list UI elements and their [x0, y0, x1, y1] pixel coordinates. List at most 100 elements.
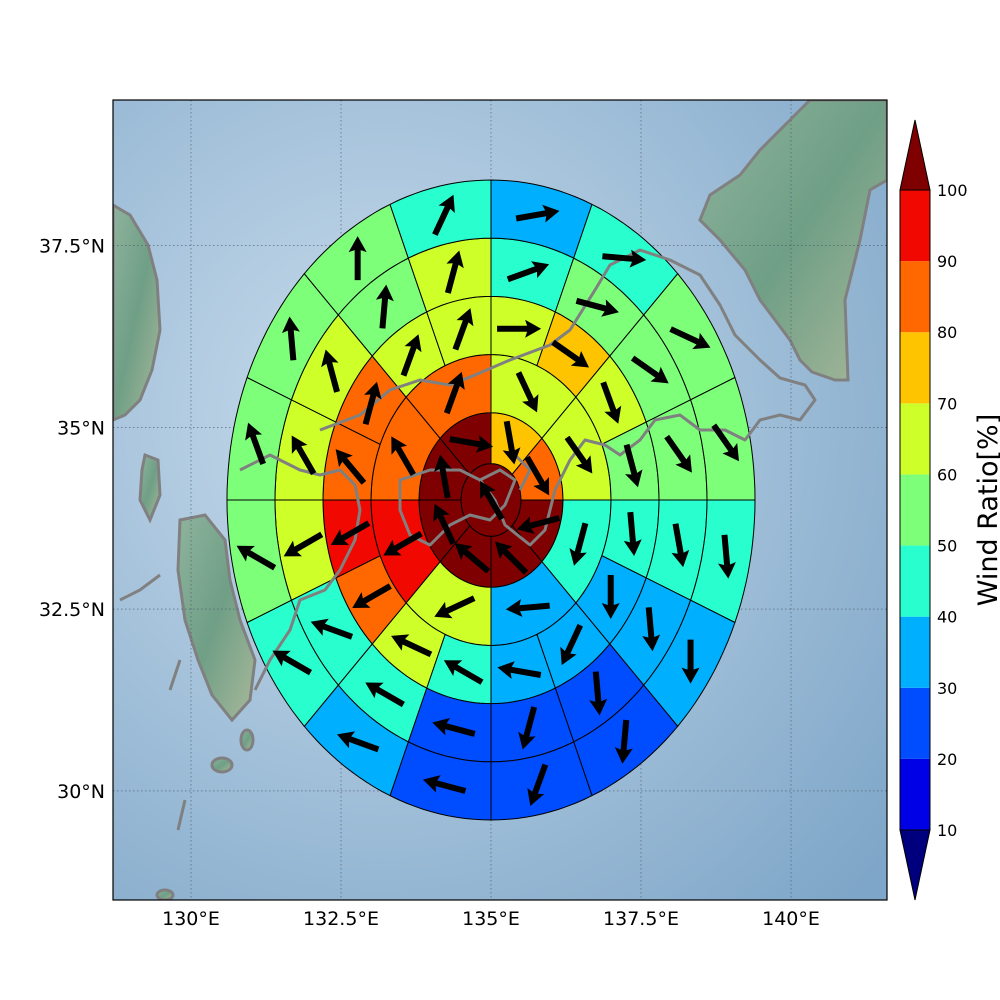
colorbar-tick-label: 100 [937, 181, 968, 200]
land-layer [113, 100, 887, 900]
wind-arrow-shape [432, 194, 455, 236]
longitude-tick-labels: 130°E 132.5°E 135°E 137.5°E 140°E [162, 908, 820, 930]
wind-arrow-shape [601, 574, 620, 619]
wind-arrow-shape [365, 682, 405, 708]
wind-arrow [711, 423, 740, 462]
wind-arrow [717, 534, 736, 579]
colorbar-tick-labels: 10 20 30 40 50 60 70 80 90 100 [937, 181, 968, 840]
wind-arrow-shape [310, 618, 354, 640]
awaji-coastline [513, 453, 532, 491]
wind-arrow [623, 511, 642, 556]
colorbar-bin [900, 403, 930, 475]
wind-arrow-shape [497, 319, 542, 338]
wind-arrow-shape [433, 454, 452, 499]
colorbar-extend-max [899, 119, 931, 191]
wind-arrow-shape [245, 422, 266, 465]
wind-arrow-shape [623, 443, 643, 488]
colorbar-bin [900, 261, 930, 333]
wind-arrow-shape [272, 650, 312, 676]
wind-arrow-shape [391, 436, 416, 477]
wind-arrow [480, 480, 505, 521]
wind-arrow [391, 436, 416, 477]
wind-arrow [281, 316, 300, 361]
kyushu-coastline [239, 453, 362, 691]
map-frame [112, 99, 888, 901]
longitude-tick-label: 135°E [462, 908, 520, 930]
wind-arrow-shape [630, 355, 669, 384]
wind-arrow [434, 595, 476, 619]
wind-arrow-shape [383, 530, 423, 556]
wind-arrow-shape [449, 435, 494, 453]
colorbar: 10 20 30 40 50 60 70 80 90 100 Wind Ratio[%] [899, 119, 1000, 901]
honshu-northeast-landmass [698, 100, 887, 382]
latitude-tick-labels: 30°N 32.5°N 35°N 37.5°N [39, 235, 105, 802]
wind-arrow [348, 236, 367, 281]
latitude-tick-label: 37.5°N [39, 235, 105, 257]
wind-arrow [452, 308, 474, 351]
wind-arrow-shape [433, 503, 456, 545]
colorbar-tick-label: 10 [937, 821, 957, 840]
longitude-tick-label: 130°E [162, 908, 220, 930]
wind-arrow [560, 623, 584, 666]
wind-arrow [516, 515, 561, 534]
latitude-tick-label: 35°N [57, 417, 105, 439]
map-panel [112, 99, 888, 901]
wind-arrow-shape [454, 542, 491, 574]
wind-arrow [497, 319, 542, 338]
wind-arrow [330, 520, 371, 546]
wind-arrow-shape [330, 520, 371, 546]
colorbar-bin [900, 332, 930, 404]
wind-arrow-shape [600, 381, 622, 424]
island [210, 756, 234, 774]
wind-arrow-shape [444, 250, 464, 294]
wind-arrow-shape [664, 434, 692, 473]
wind-arrow [400, 334, 422, 377]
wind-arrow [527, 763, 549, 806]
colorbar-tick-label: 90 [937, 252, 957, 271]
wind-arrow [291, 435, 317, 476]
wind-arrow-shape [391, 634, 433, 658]
wind-arrow [432, 194, 455, 236]
colorbar-tick-label: 50 [937, 537, 957, 556]
wind-arrow-shape [669, 326, 711, 350]
wind-arrow [432, 718, 476, 737]
wind-arrow [671, 523, 690, 568]
colorbar-outline [899, 189, 931, 831]
colorbar-blocks [899, 119, 931, 901]
wind-arrow [310, 618, 354, 640]
wind-arrow [352, 583, 392, 608]
wind-arrow-shape [335, 449, 367, 485]
colorbar-bin [900, 758, 930, 830]
wind-arrow [569, 522, 589, 566]
longitude-tick-label: 132.5°E [303, 908, 379, 930]
wind-arrow [375, 284, 394, 329]
colorbar-extend-min [899, 829, 931, 901]
wind-arrow-shape [400, 334, 422, 377]
wind-arrow [506, 261, 550, 283]
wind-arrow-shape [497, 661, 542, 680]
wind-arrow [494, 541, 529, 575]
wind-arrow [551, 339, 590, 368]
wind-arrow-shape [502, 420, 521, 465]
wind-arrow-shape [642, 607, 661, 652]
wind-arrow [669, 326, 711, 350]
wind-arrow-shape [717, 534, 736, 579]
wind-arrow-shape [281, 316, 300, 361]
wind-arrow [524, 455, 550, 496]
wind-arrow-shape [569, 522, 589, 566]
wind-arrow [642, 607, 661, 652]
wind-arrow-shape [527, 763, 549, 806]
wind-arrow-shape [515, 204, 560, 223]
wind-arrow-shape [480, 480, 505, 521]
wind-arrow [601, 574, 620, 619]
wind-arrow [444, 250, 464, 294]
wind-arrow [630, 355, 669, 384]
wind-arrow-shape [505, 599, 550, 617]
wind-arrow-shape [551, 339, 590, 368]
wind-arrow-shape [348, 236, 367, 281]
wind-arrow-shape [443, 660, 484, 685]
wind-arrow [564, 435, 593, 474]
colorbar-bin [900, 616, 930, 688]
wind-arrow [383, 530, 423, 556]
wind-arrow [505, 599, 550, 617]
